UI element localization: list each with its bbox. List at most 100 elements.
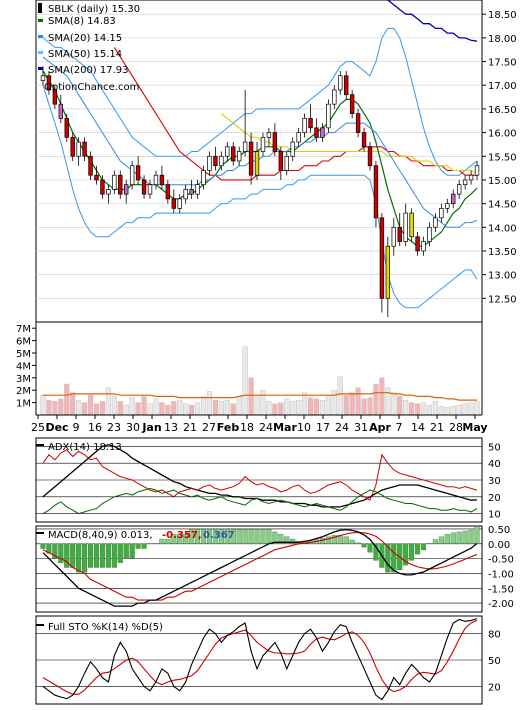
macd-histogram-bar (450, 532, 456, 544)
date-tick-label: Feb (217, 421, 240, 434)
date-tick-label: 27 (202, 421, 216, 434)
adx-series-line (42, 444, 478, 508)
candle-body (403, 212, 408, 242)
volume-bar (40, 394, 46, 416)
price-tick-label: 18.00 (488, 34, 517, 45)
volume-bar (290, 401, 296, 416)
adx-series-line (42, 449, 478, 501)
volume-bar (444, 407, 450, 416)
candle-body (70, 136, 75, 157)
volume-average-line (43, 392, 477, 401)
candle-body (302, 118, 307, 133)
volume-bar (165, 404, 171, 416)
sto-k-line (42, 618, 478, 701)
volume-bar (379, 377, 385, 416)
date-tick-label: 17 (316, 421, 330, 434)
macd-histogram-bar (177, 534, 183, 544)
date-tick-label: 13 (164, 421, 178, 434)
date-tick-label: 21 (183, 421, 197, 434)
volume-tick-label: 3M (16, 374, 31, 385)
macd-histogram-bar (474, 526, 480, 544)
candle-body (349, 94, 355, 114)
volume-bar (456, 404, 462, 416)
price-tick-label: 14.00 (488, 223, 517, 234)
candle-body (64, 118, 69, 138)
volume-bar (260, 390, 266, 416)
sma200-line (387, 0, 478, 42)
macd-histogram-bar (99, 543, 105, 568)
candle-body (254, 151, 260, 176)
sto-legend-swatch (36, 624, 44, 626)
candle-body (445, 203, 450, 209)
candle-body (433, 217, 438, 228)
date-tick-label: Jan (141, 421, 161, 434)
adx-tick-label: 40 (488, 459, 501, 470)
volume-bar (230, 403, 236, 416)
volume-bar (307, 397, 314, 416)
watermark: OptionChance.com (44, 82, 139, 93)
candle-body (242, 141, 248, 152)
candle-body (177, 198, 182, 209)
volume-bar (70, 392, 76, 416)
candle-body (409, 212, 414, 238)
volume-tick-label: 7M (16, 324, 31, 335)
macd-histogram-bar (165, 538, 171, 544)
candle-body (332, 89, 337, 105)
macd-histogram-bar (349, 539, 355, 544)
candle-body (153, 174, 159, 186)
candle-body (266, 132, 272, 138)
volume-bar (159, 402, 165, 416)
legend-swatch-sma50 (38, 51, 43, 54)
stochastic-panel: 80 50 20 (35, 615, 501, 705)
macd-histogram-bar (432, 539, 438, 544)
volume-bar (93, 403, 100, 416)
adx-tick-label: 10 (488, 510, 501, 521)
adx-tick-label: 30 (488, 476, 501, 487)
volume-bar (391, 392, 397, 416)
volume-bar (236, 396, 242, 416)
candle-body (100, 179, 105, 195)
macd-hist-value: 0.367 (203, 530, 235, 541)
volume-bar (242, 346, 248, 416)
candle-body (58, 103, 64, 119)
candle-body (201, 170, 206, 186)
volume-bar (206, 391, 213, 416)
volume-bar (248, 377, 254, 416)
macd-histogram-bar (159, 538, 165, 544)
macd-tick-label: -1.00 (488, 569, 514, 580)
candle-body (474, 165, 480, 176)
macd-histogram-bar (403, 543, 409, 566)
candle-body (290, 141, 295, 157)
candle-body (397, 226, 402, 242)
volume-bar (355, 387, 361, 416)
macd-histogram-bar (290, 538, 296, 544)
volume-bar (64, 383, 70, 416)
price-tick-label: 17.50 (488, 58, 517, 69)
candle-body (124, 184, 129, 195)
candle-body (183, 189, 188, 200)
candle-body (40, 75, 46, 81)
legend-label-sma8: SMA(8) 14.83 (48, 16, 116, 27)
volume-bar (414, 403, 421, 416)
volume-bar (284, 398, 290, 416)
candle-body (379, 217, 385, 299)
macd-signal-line (42, 531, 478, 601)
candle-body (439, 208, 444, 219)
macd-histogram-bar (93, 543, 100, 568)
volume-bar (141, 396, 147, 416)
macd-histogram-bar (218, 529, 224, 544)
macd-histogram-bar (52, 543, 58, 559)
volume-bar (177, 399, 183, 416)
candle-body (373, 165, 379, 219)
volume-bar (111, 396, 117, 416)
volume-bar (224, 399, 230, 416)
adx-legend: ADX(14) 18.13 (36, 442, 122, 453)
volume-bar (409, 402, 415, 416)
candle-body (385, 245, 391, 299)
legend-swatch-sma8 (38, 19, 43, 22)
candle-body (118, 174, 123, 195)
volume-bar (123, 404, 129, 416)
candle-body (326, 103, 331, 129)
